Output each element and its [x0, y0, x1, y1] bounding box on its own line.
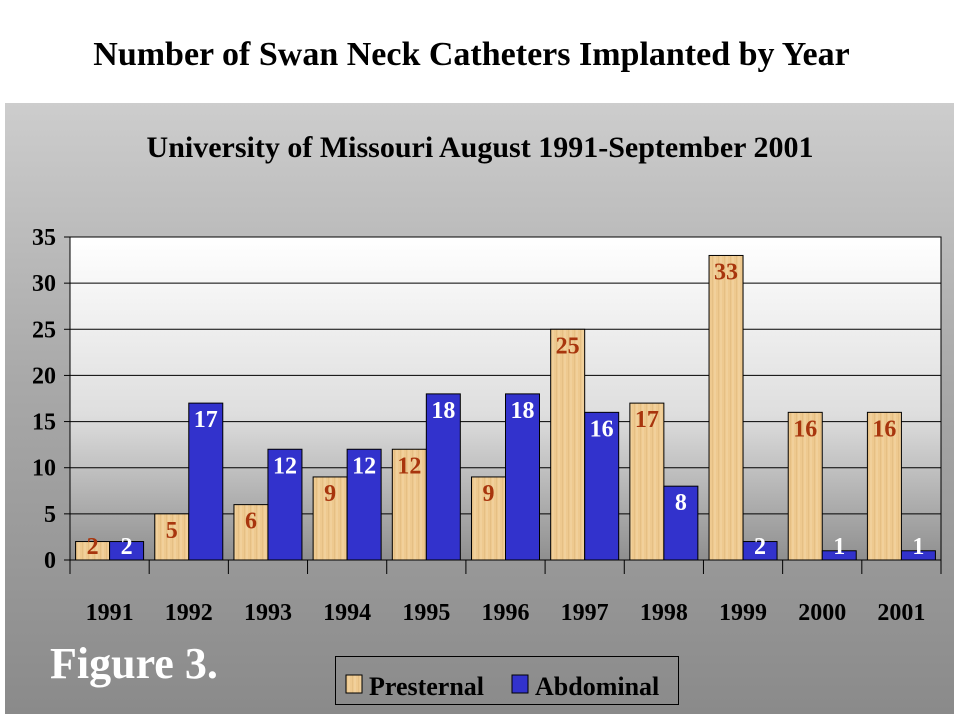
x-tick-label: 1999 [719, 600, 767, 626]
bar-abdominal [505, 393, 540, 561]
chart-subtitle: University of Missouri August 1991-Septe… [147, 131, 814, 164]
y-tick-label: 20 [32, 363, 56, 389]
bars [75, 254, 936, 561]
legend: Presternal Abdominal [335, 656, 679, 705]
data-label-abdominal: 1 [833, 534, 845, 560]
data-label-abdominal: 8 [675, 490, 687, 516]
data-label-presternal: 16 [793, 416, 817, 442]
bar-presternal [708, 254, 744, 561]
bar-presternal [471, 476, 506, 561]
legend-label-presternal: Presternal [369, 672, 484, 701]
bar-presternal [312, 476, 348, 561]
x-tick-label: 1993 [244, 600, 292, 626]
bar-abdominal [584, 411, 620, 561]
data-label-presternal: 9 [324, 481, 336, 507]
figure-label: Figure 3. [50, 639, 218, 688]
data-label-presternal: 9 [483, 481, 495, 507]
x-tick-label: 2001 [877, 600, 925, 626]
data-label-presternal: 33 [714, 259, 738, 285]
legend-swatch-presternal [345, 674, 363, 694]
data-label-presternal: 16 [872, 416, 896, 442]
data-label-abdominal: 12 [352, 453, 376, 479]
data-label-abdominal: 2 [121, 534, 133, 560]
bar-presternal [550, 328, 586, 561]
data-label-abdominal: 18 [431, 398, 455, 424]
data-label-presternal: 5 [166, 518, 178, 544]
x-tick-label: 1995 [402, 600, 450, 626]
y-axis: 0 5 10 15 20 25 30 35 [32, 225, 70, 574]
bar-presternal [787, 411, 823, 561]
y-tick-label: 30 [32, 271, 56, 297]
x-axis: 1991 1992 1993 1994 1995 1996 1997 1998 1999 2000… [69, 559, 942, 626]
data-label-abdominal: 2 [754, 534, 766, 560]
data-label-abdominal: 18 [511, 398, 535, 424]
x-tick-label: 1991 [86, 600, 134, 626]
y-tick-label: 10 [32, 456, 56, 482]
bar-presternal [629, 402, 665, 561]
bar-presternal [154, 513, 190, 561]
data-label-presternal: 6 [245, 509, 257, 535]
data-label-abdominal: 17 [194, 407, 218, 433]
data-label-abdominal: 12 [273, 453, 297, 479]
bar-abdominal [267, 448, 303, 561]
x-tick-label: 1997 [561, 600, 609, 626]
data-label-presternal: 25 [556, 333, 580, 359]
y-tick-label: 5 [44, 502, 56, 528]
x-tick-label: 1994 [323, 600, 371, 626]
data-label-presternal: 2 [87, 534, 99, 560]
bar-presternal [391, 448, 427, 561]
y-tick-label: 25 [32, 317, 56, 343]
x-tick-label: 1992 [165, 600, 213, 626]
x-tick-label: 1996 [482, 600, 530, 626]
data-label-abdominal: 16 [590, 416, 614, 442]
data-label-presternal: 17 [635, 407, 659, 433]
bar-abdominal [663, 485, 699, 561]
legend-label-abdominal: Abdominal [535, 672, 659, 701]
bar-presternal [233, 504, 269, 561]
x-tick-label: 2000 [798, 600, 846, 626]
y-tick-label: 15 [32, 410, 56, 436]
x-tick-label: 1998 [640, 600, 688, 626]
data-label-abdominal: 1 [912, 534, 924, 560]
y-tick-label: 35 [32, 225, 56, 251]
y-tick-label: 0 [44, 548, 56, 574]
legend-swatch-abdominal [511, 674, 529, 694]
data-label-presternal: 12 [397, 453, 421, 479]
page-title: Number of Swan Neck Catheters Implanted … [93, 36, 850, 73]
